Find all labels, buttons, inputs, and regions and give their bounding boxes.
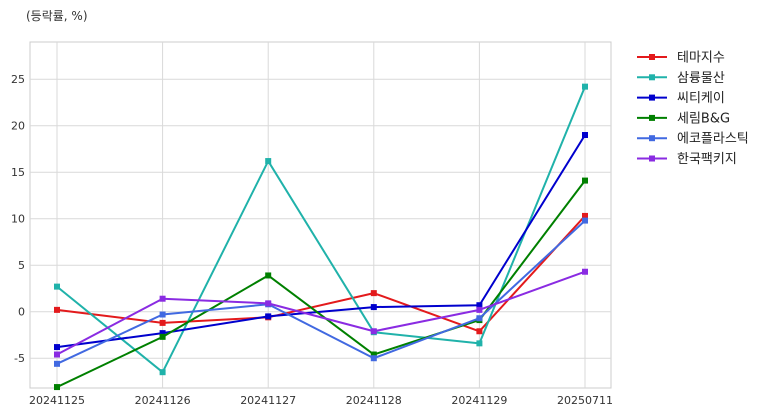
legend-label: 한국팩키지: [677, 152, 737, 167]
data-point: [370, 351, 377, 358]
data-point: [582, 217, 588, 224]
y-tick-label: -5: [14, 352, 25, 365]
data-point: [582, 268, 588, 275]
legend-marker: [649, 94, 655, 101]
legend-marker: [649, 155, 655, 162]
series-3: [54, 132, 588, 351]
y-tick-label: 0: [18, 306, 25, 319]
data-point: [159, 333, 166, 340]
data-point: [159, 330, 166, 337]
data-point: [476, 328, 483, 335]
data-point: [54, 306, 60, 313]
x-tick-label: 20250711: [557, 394, 613, 407]
data-point: [370, 328, 377, 335]
data-point: [476, 315, 483, 322]
series-line: [56, 219, 586, 365]
data-point: [265, 313, 272, 320]
y-tick-label: 15: [11, 166, 25, 179]
chart-subtitle: (등락률, %): [26, 9, 88, 23]
legend-item[interactable]: 씨티케이: [637, 91, 725, 106]
legend-marker: [649, 135, 655, 142]
data-point: [265, 300, 272, 307]
x-tick-label: 20241125: [29, 394, 85, 407]
legend-item[interactable]: 테마지수: [637, 51, 725, 66]
data-point: [265, 272, 272, 279]
x-tick-label: 20241129: [451, 394, 507, 407]
grid: [30, 42, 611, 388]
data-point: [476, 306, 483, 313]
data-point: [265, 158, 272, 165]
data-point: [54, 283, 60, 290]
data-point: [159, 295, 166, 302]
data-point: [159, 369, 166, 376]
legend-label: 에코플라스틱: [677, 132, 749, 147]
legend-label: 삼륭물산: [677, 71, 725, 86]
x-axis-ticks: 20241125 20241126 20241127 20241128 20241129…: [29, 394, 613, 407]
legend-label: 세림B&G: [677, 111, 730, 126]
legend-label: 씨티케이: [677, 91, 725, 106]
data-point: [476, 340, 483, 347]
legend-marker: [649, 74, 655, 81]
series-6: [54, 268, 588, 358]
legend-item[interactable]: 한국팩키지: [637, 152, 737, 167]
legend-item[interactable]: 세림B&G: [637, 111, 730, 126]
series-line: [56, 86, 586, 374]
y-tick-label: 20: [11, 120, 25, 133]
legend-marker: [649, 114, 655, 121]
y-tick-label: 10: [11, 213, 25, 226]
data-point: [582, 132, 588, 139]
data-point: [476, 302, 483, 309]
data-point: [54, 360, 60, 367]
y-tick-label: 25: [11, 73, 25, 86]
data-point: [370, 304, 377, 311]
x-tick-label: 20241128: [346, 394, 402, 407]
data-point: [54, 351, 60, 358]
series-line: [56, 270, 586, 356]
data-point: [370, 290, 377, 297]
data-point: [582, 212, 588, 219]
series-line: [56, 134, 586, 349]
legend-marker: [649, 54, 655, 60]
data-point: [54, 384, 60, 391]
x-tick-label: 20241127: [240, 394, 296, 407]
series-line: [56, 179, 586, 388]
data-point: [370, 355, 377, 362]
y-axis-ticks: -5 0 5 10 15 20 25: [11, 73, 25, 365]
legend-item[interactable]: 에코플라스틱: [637, 132, 749, 147]
data-point: [159, 311, 166, 318]
y-tick-label: 5: [18, 259, 25, 272]
legend-label: 테마지수: [677, 51, 725, 66]
series-line: [56, 215, 586, 333]
legend-item[interactable]: 삼륭물산: [637, 71, 725, 86]
data-point: [582, 177, 588, 184]
data-point: [54, 344, 60, 351]
series-lines: [54, 83, 588, 391]
x-tick-label: 20241126: [135, 394, 191, 407]
data-point: [159, 319, 166, 326]
data-point: [582, 83, 588, 90]
